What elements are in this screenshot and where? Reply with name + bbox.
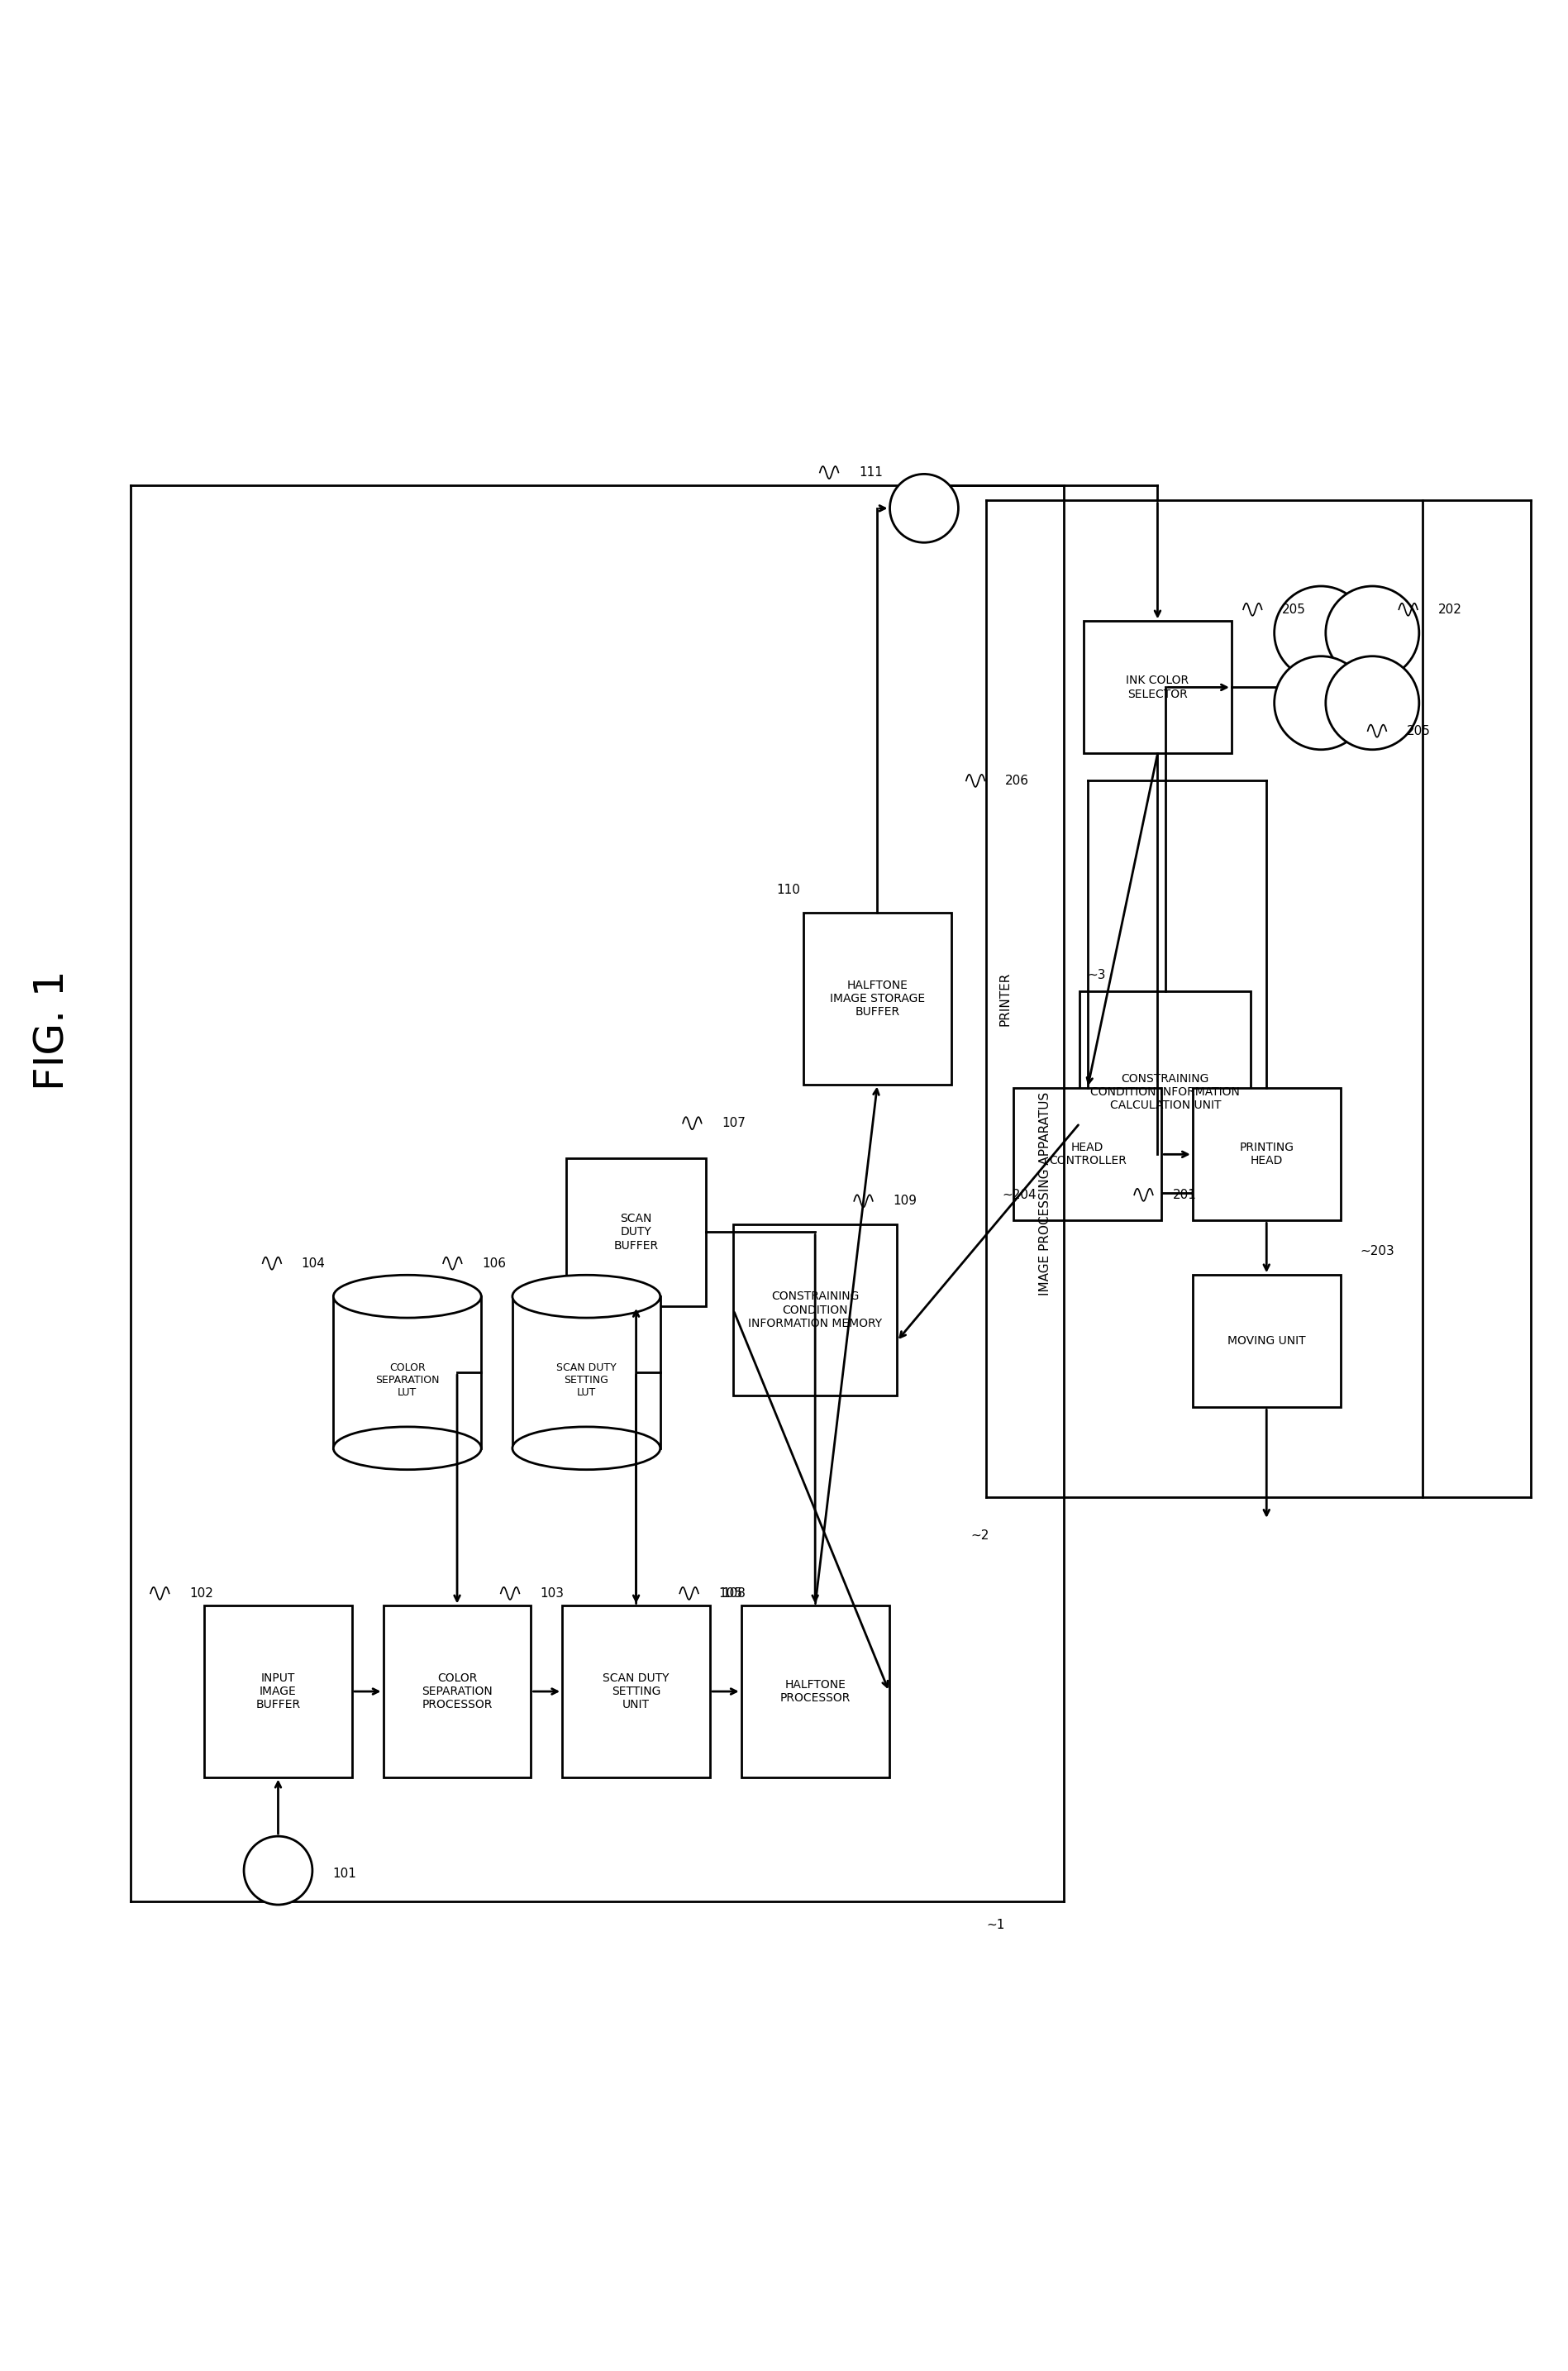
Bar [734,1223,897,1397]
Text: ~3: ~3 [1088,970,1105,982]
Circle shape [1325,657,1419,749]
Text: HALFTONE
PROCESSOR: HALFTONE PROCESSOR [779,1679,850,1705]
Text: 103: 103 [539,1586,563,1600]
Bar [742,1605,889,1778]
Bar [383,1605,532,1778]
Circle shape [1275,586,1367,680]
Bar [1083,621,1231,754]
Bar [513,1297,660,1449]
Text: CONSTRAINING
CONDITION
INFORMATION MEMORY: CONSTRAINING CONDITION INFORMATION MEMOR… [748,1290,883,1330]
Text: INK COLOR
SELECTOR: INK COLOR SELECTOR [1126,676,1189,699]
Text: 206: 206 [1005,775,1029,787]
Text: COLOR
SEPARATION
PROCESSOR: COLOR SEPARATION PROCESSOR [422,1672,492,1709]
Bar [1193,1088,1341,1221]
Ellipse shape [513,1276,660,1318]
Text: SCAN DUTY
SETTING
UNIT: SCAN DUTY SETTING UNIT [602,1672,670,1709]
Text: PRINTING
HEAD: PRINTING HEAD [1239,1143,1294,1167]
Text: ~1: ~1 [986,1918,1005,1930]
Text: FIG. 1: FIG. 1 [33,970,72,1091]
Bar [1193,1276,1341,1408]
Circle shape [1275,657,1367,749]
Text: MOVING UNIT: MOVING UNIT [1228,1335,1306,1347]
Text: IMAGE PROCESSING APPARATUS: IMAGE PROCESSING APPARATUS [1040,1091,1052,1295]
Text: 110: 110 [776,884,800,896]
Text: 106: 106 [481,1257,506,1268]
Text: CONSTRAINING
CONDITION INFORMATION
CALCULATION UNIT: CONSTRAINING CONDITION INFORMATION CALCU… [1091,1074,1240,1112]
Circle shape [1325,586,1419,680]
Bar [1080,991,1251,1193]
Bar [803,913,952,1084]
Text: 102: 102 [190,1586,213,1600]
Text: 105: 105 [718,1586,743,1600]
Ellipse shape [334,1276,481,1318]
Bar [334,1297,481,1449]
Text: SCAN
DUTY
BUFFER: SCAN DUTY BUFFER [613,1214,659,1252]
Bar [204,1605,353,1778]
Ellipse shape [334,1427,481,1470]
Text: 108: 108 [721,1586,746,1600]
Text: SCAN DUTY
SETTING
LUT: SCAN DUTY SETTING LUT [557,1363,616,1399]
Bar [566,1159,706,1306]
Text: ~203: ~203 [1359,1245,1394,1257]
Text: 111: 111 [859,467,883,479]
Text: 205: 205 [1406,726,1430,737]
Circle shape [245,1835,312,1904]
Text: ~2: ~2 [971,1529,989,1541]
Bar [563,1605,710,1778]
Text: 109: 109 [892,1195,917,1207]
Text: HEAD
CONTROLLER: HEAD CONTROLLER [1049,1143,1126,1167]
Text: PRINTER: PRINTER [999,972,1011,1027]
Text: 104: 104 [301,1257,325,1268]
Text: HALFTONE
IMAGE STORAGE
BUFFER: HALFTONE IMAGE STORAGE BUFFER [829,979,925,1017]
Text: 202: 202 [1438,602,1461,616]
Text: INPUT
IMAGE
BUFFER: INPUT IMAGE BUFFER [256,1672,301,1709]
Bar [1013,1088,1162,1221]
Circle shape [891,474,958,543]
Text: COLOR
SEPARATION
LUT: COLOR SEPARATION LUT [375,1363,439,1399]
Text: 205: 205 [1283,602,1306,616]
Ellipse shape [513,1427,660,1470]
Text: ~204: ~204 [1002,1188,1036,1202]
Text: 201: 201 [1173,1188,1196,1202]
Text: 101: 101 [332,1868,356,1880]
Text: 107: 107 [721,1117,746,1129]
